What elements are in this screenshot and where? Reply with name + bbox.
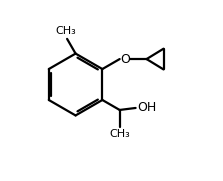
Text: CH₃: CH₃ bbox=[109, 129, 130, 139]
Text: OH: OH bbox=[137, 102, 157, 114]
Text: CH₃: CH₃ bbox=[56, 26, 76, 37]
Text: O: O bbox=[120, 52, 130, 66]
